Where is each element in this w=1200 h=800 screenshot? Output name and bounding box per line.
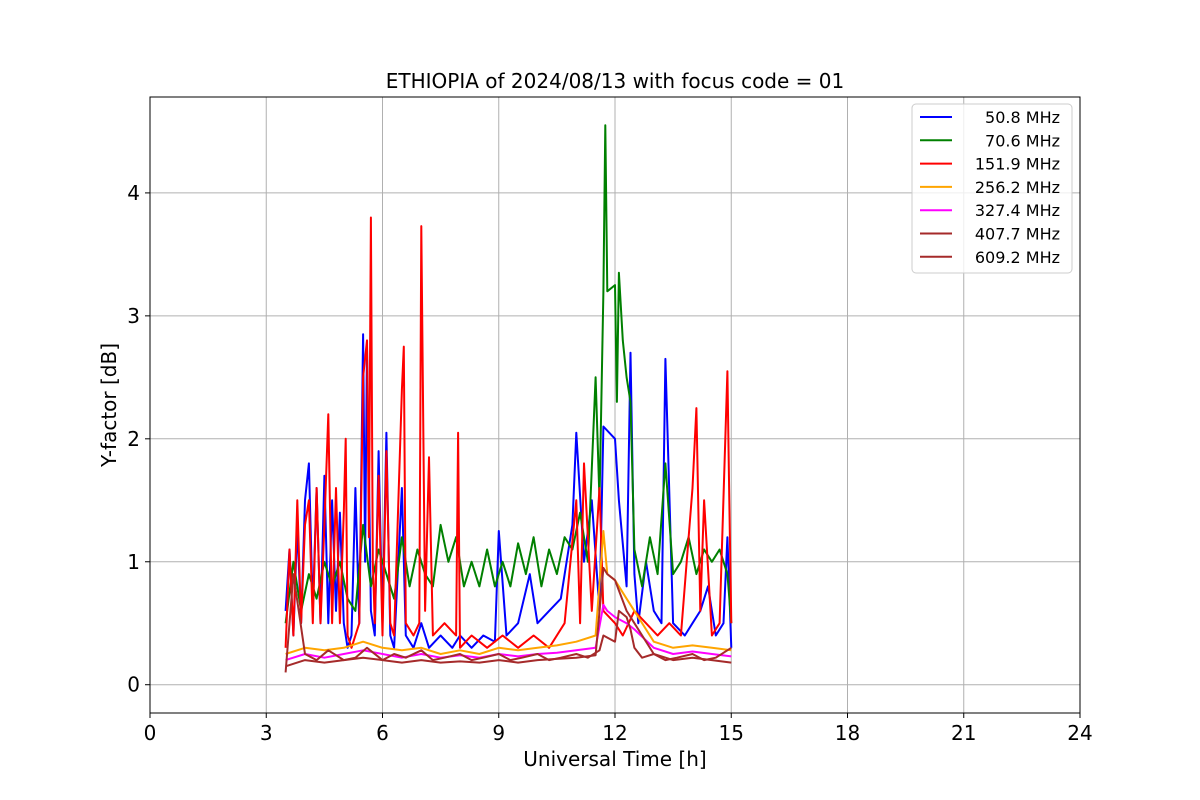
x-tick-label: 9: [492, 721, 505, 745]
series-line: [284, 124, 733, 624]
x-tick-label: 3: [260, 721, 273, 745]
legend-label: 256.2 MHz: [975, 178, 1060, 197]
series-line: [284, 573, 732, 673]
legend-label: 151.9 MHz: [975, 155, 1060, 174]
y-tick-label: 3: [127, 304, 140, 328]
x-axis-label: Universal Time [h]: [523, 747, 706, 771]
y-tick-label: 2: [127, 427, 140, 451]
legend-label: 50.8 MHz: [985, 108, 1060, 127]
x-tick-label: 21: [951, 721, 976, 745]
legend-label: 70.6 MHz: [985, 131, 1060, 150]
y-axis-label: Y-factor [dB]: [97, 343, 121, 468]
x-tick-label: 0: [144, 721, 157, 745]
legend-label: 407.7 MHz: [975, 225, 1060, 244]
x-tick-label: 24: [1067, 721, 1092, 745]
x-tick-label: 12: [602, 721, 627, 745]
chart-title: ETHIOPIA of 2024/08/13 with focus code =…: [386, 69, 844, 93]
y-tick-label: 1: [127, 550, 140, 574]
x-tick-label: 6: [376, 721, 389, 745]
y-tick-label: 4: [127, 181, 140, 205]
y-tick-label: 0: [127, 673, 140, 697]
series-line: [284, 216, 733, 649]
legend-box: [911, 103, 1073, 274]
legend-label: 327.4 MHz: [975, 201, 1060, 220]
legend-label: 609.2 MHz: [975, 248, 1060, 267]
x-tick-label: 18: [835, 721, 860, 745]
series-layer: [284, 124, 733, 673]
series-line: [285, 566, 732, 668]
series-line: [285, 530, 732, 655]
x-tick-label: 15: [719, 721, 744, 745]
legend: 50.8 MHz 70.6 MHz 151.9 MHz 256.2 MHz 327.4 …: [911, 103, 1073, 274]
